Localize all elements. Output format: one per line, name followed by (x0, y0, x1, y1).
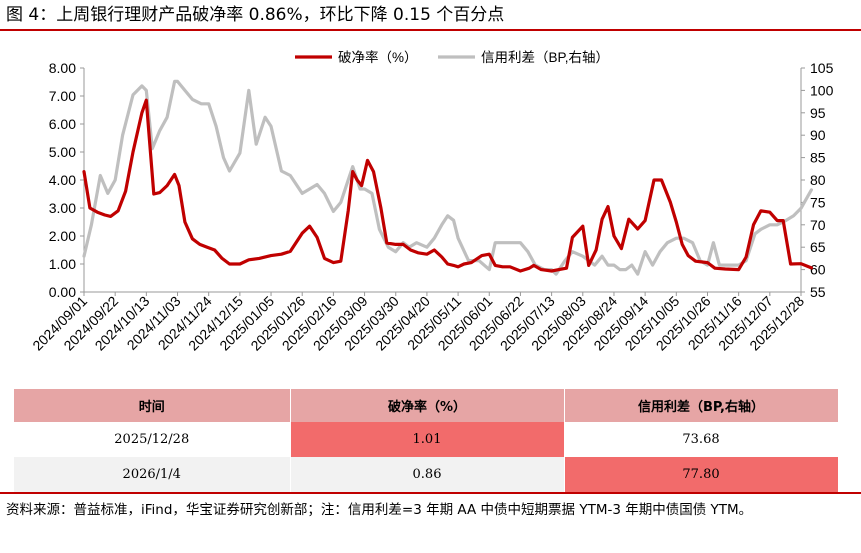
title-rule (0, 29, 861, 31)
footer-rule (0, 492, 861, 494)
series-line-below-par-rate (82, 98, 813, 273)
series-line-credit-spread (82, 79, 813, 276)
y-left-tick-label: 5.00 (49, 144, 76, 160)
y-right-tick-label: 65 (810, 239, 826, 255)
y-right-tick-label: 55 (810, 284, 826, 300)
y-left-tick-label: 8.00 (49, 60, 76, 76)
chart: 0.00 1.00 2.00 3.00 4.00 5.00 6.00 7.00 8.00 55 60… (29, 49, 834, 354)
y-left-tick-label: 3.00 (49, 200, 76, 216)
summary-table: 时间 破净率（%） 信用利差（BP,右轴） 2025/12/28 1.01 73… (14, 389, 839, 492)
y-left-tick-label: 0.00 (49, 284, 76, 300)
y-right-tick-label: 75 (810, 194, 826, 210)
y-right-tick-label: 95 (810, 105, 826, 121)
source-note: 资料来源：普益标准，iFind，华宝证券研究创新部；注：信用利差=3 年期 AA… (6, 502, 753, 518)
table-cell: 0.86 (290, 457, 565, 492)
table-row: 2026/1/4 0.86 77.80 (14, 457, 839, 492)
legend-label-credit-spread: 信用利差（BP,右轴） (481, 50, 609, 65)
y-right-tick-label: 85 (810, 150, 826, 166)
y-right-tick-label: 70 (810, 217, 826, 233)
table-header-row: 时间 破净率（%） 信用利差（BP,右轴） (14, 389, 839, 422)
y-right-tick-label: 90 (810, 127, 826, 143)
table-cell: 73.68 (564, 422, 839, 457)
y-left-tick-label: 7.00 (49, 88, 76, 104)
table-row: 2025/12/28 1.01 73.68 (14, 422, 839, 457)
legend-label-below-par-rate: 破净率（%） (338, 49, 418, 65)
y-right-tick-label: 60 (810, 262, 826, 278)
figure-title: 图 4：上周银行理财产品破净率 0.86%，环比下降 0.15 个百分点 (6, 5, 505, 25)
table-header: 破净率（%） (290, 389, 565, 422)
y-right-tick-label: 80 (810, 172, 826, 188)
y-left-tick-label: 4.00 (49, 172, 76, 188)
table-cell: 1.01 (290, 422, 565, 457)
y-right-tick-label: 105 (810, 60, 834, 76)
table-cell: 77.80 (564, 457, 839, 492)
y-right-tick-label: 100 (810, 82, 834, 98)
table-header: 时间 (14, 389, 291, 422)
table-cell: 2025/12/28 (14, 422, 291, 457)
y-left-tick-label: 6.00 (49, 116, 76, 132)
y-left-tick-label: 2.00 (49, 228, 76, 244)
table-cell: 2026/1/4 (14, 457, 291, 492)
table-header: 信用利差（BP,右轴） (564, 389, 839, 422)
y-left-tick-label: 1.00 (49, 256, 76, 272)
